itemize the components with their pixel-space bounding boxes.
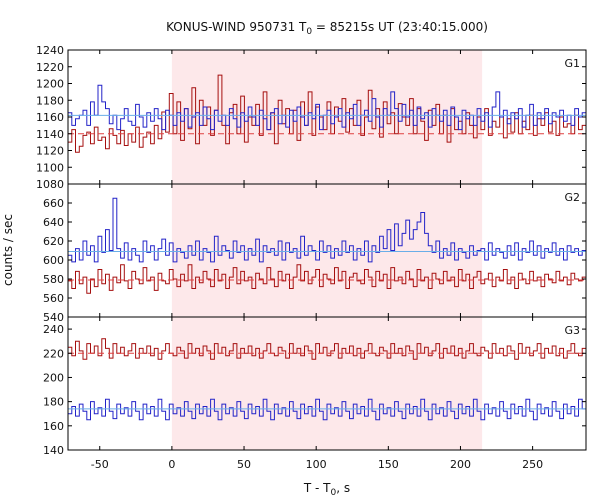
series-red-g2 <box>68 264 586 294</box>
y-tick-label-g3: 220 <box>43 347 64 360</box>
y-tick-label-g1: 1120 <box>36 145 64 158</box>
panels-group: 1080 1100 1120 1140 1160 1180 1200 1220 1240 G1 54… <box>36 44 587 471</box>
y-tick-label-g3: 140 <box>43 444 64 457</box>
y-tick-label-g1: 1160 <box>36 111 64 124</box>
y-tick-label-g1: 1140 <box>36 128 64 141</box>
x-tick-label: -50 <box>91 458 109 471</box>
y-tick-label-g3: 180 <box>43 396 64 409</box>
y-tick-label-g1: 1100 <box>36 161 64 174</box>
x-tick-label: 150 <box>378 458 399 471</box>
x-tick-label: 0 <box>168 458 175 471</box>
panel-frame-g3 <box>67 316 587 451</box>
series-blue-g3 <box>68 398 586 421</box>
y-tick-label-g1: 1180 <box>36 94 64 107</box>
y-tick-label-g3: 160 <box>43 420 64 433</box>
x-tick-label: 250 <box>522 458 543 471</box>
y-tick-label-g2: 580 <box>43 273 64 286</box>
series-blue-g2 <box>68 197 586 263</box>
panel-label-g1: G1 <box>564 57 580 70</box>
series-red-g3 <box>68 338 586 360</box>
highlight-interval-g3 <box>171 317 483 450</box>
panel-label-g3: G3 <box>564 324 580 337</box>
x-tick-label: 200 <box>450 458 471 471</box>
y-tick-label-g1: 1240 <box>36 44 64 57</box>
y-tick-label-g1: 1220 <box>36 61 64 74</box>
y-tick-label-g3: 240 <box>43 323 64 336</box>
y-tick-label-g3: 200 <box>43 371 64 384</box>
y-tick-label-g2: 660 <box>43 197 64 210</box>
y-tick-label-g2: 540 <box>43 311 64 324</box>
x-axis-label: T - T0, s <box>303 481 350 498</box>
y-tick-label-g2: 640 <box>43 216 64 229</box>
panel-label-g2: G2 <box>564 191 580 204</box>
y-tick-label-g2: 560 <box>43 292 64 305</box>
chart-title: KONUS-WIND 950731 T0 = 85215s UT (23:40:… <box>166 20 488 37</box>
y-tick-label-g2: 600 <box>43 254 64 267</box>
series-blue-g1 <box>68 84 586 131</box>
y-tick-label-g1: 1080 <box>36 178 64 191</box>
y-axis-label: counts / sec <box>1 214 15 286</box>
y-tick-label-g2: 620 <box>43 235 64 248</box>
x-tick-label: 100 <box>306 458 327 471</box>
y-tick-label-g1: 1200 <box>36 78 64 91</box>
x-tick-label: 50 <box>237 458 251 471</box>
